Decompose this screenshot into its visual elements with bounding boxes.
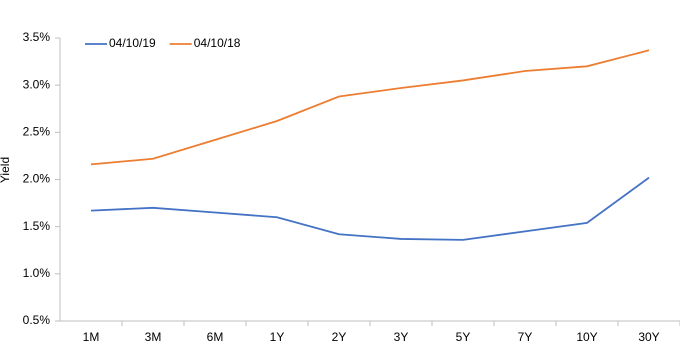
- x-tick-label: 30Y: [638, 330, 659, 344]
- y-tick-label: 3.0%: [23, 77, 51, 91]
- y-tick-label: 1.0%: [23, 266, 51, 280]
- line-series: [90, 49, 650, 166]
- x-tick-label: 1Y: [270, 330, 285, 344]
- x-tick-label: 5Y: [456, 330, 471, 344]
- x-tick-label: 3M: [145, 330, 162, 344]
- x-tick-label: 1M: [83, 330, 100, 344]
- x-tick-label: 3Y: [394, 330, 409, 344]
- legend-label: 04/10/19: [109, 36, 156, 50]
- x-tick-label: 6M: [207, 330, 224, 344]
- y-tick-label: 1.5%: [23, 219, 51, 233]
- y-tick-label: 0.5%: [23, 313, 51, 327]
- y-axis-label: Yield: [0, 157, 12, 183]
- y-tick-label: 3.5%: [23, 30, 51, 44]
- x-tick-label: 2Y: [332, 330, 347, 344]
- line-series: [90, 176, 650, 241]
- x-tick-label: 7Y: [518, 330, 533, 344]
- legend-label: 04/10/18: [194, 36, 241, 50]
- y-tick-label: 2.0%: [23, 172, 51, 186]
- x-tick-label: 10Y: [576, 330, 597, 344]
- y-tick-label: 2.5%: [23, 125, 51, 139]
